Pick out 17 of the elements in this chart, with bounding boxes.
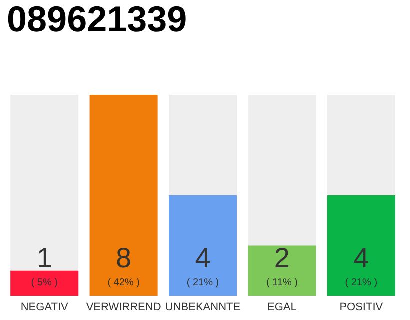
x-tick-label: EGAL	[268, 302, 297, 314]
x-tick-label: UNBEKANNTE	[165, 302, 241, 314]
annotation: ( 21% )	[345, 278, 378, 288]
data-label: 4	[354, 242, 370, 274]
bar	[10, 270, 79, 296]
x-tick-label: NEGATIV	[20, 302, 69, 314]
annotation: ( 5% )	[31, 278, 58, 288]
annotation: ( 42% )	[108, 278, 140, 288]
annotation: ( 11% )	[266, 278, 298, 288]
data-label: 4	[195, 242, 211, 274]
data-label: 8	[116, 242, 132, 274]
x-tick-label: POSITIV	[340, 302, 384, 314]
data-label: 2	[274, 242, 290, 274]
chart-title: 089621339	[7, 0, 188, 40]
annotation: ( 21% )	[186, 278, 220, 288]
data-label: 1	[36, 242, 52, 274]
x-tick-label: VERWIRREND	[86, 302, 162, 314]
